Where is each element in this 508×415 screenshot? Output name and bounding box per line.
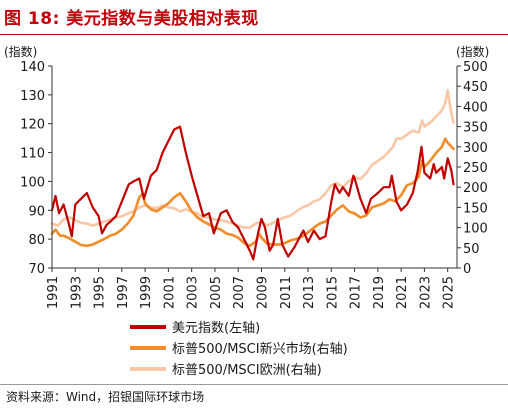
x-tick-label: 2017 — [349, 276, 364, 309]
x-tick-label: 1997 — [116, 276, 131, 309]
x-tick-label: 2007 — [232, 276, 247, 309]
legend: 美元指数(左轴) 标普500/MSCI新兴市场(右轴) 标普500/MSCI欧洲(右… — [130, 321, 348, 378]
series-line-1 — [50, 125, 455, 261]
left-tick-label: 110 — [20, 147, 45, 162]
right-tick-label: 350 — [463, 121, 488, 136]
x-tick-label: 2021 — [395, 276, 410, 309]
left-tick-label: 80 — [28, 233, 45, 248]
dual-axis-line-chart: (指数) (指数) 70 80 90 100 110 120 130 140 0 50 100 150… — [4, 44, 489, 378]
series-line-3 — [50, 88, 455, 229]
right-tick-label: 100 — [463, 222, 488, 237]
left-tick-label: 100 — [20, 175, 45, 190]
x-tick-label: 1999 — [139, 276, 154, 309]
right-tick-label: 250 — [463, 161, 488, 176]
x-tick-label: 2001 — [162, 276, 177, 309]
legend-label: 美元指数(左轴) — [172, 321, 260, 336]
left-tick-label: 140 — [20, 60, 45, 75]
source-note: 资料来源：Wind，招银国际环球市场 — [6, 390, 205, 404]
x-tick-label: 2003 — [186, 276, 201, 309]
right-tick-label: 300 — [463, 141, 488, 156]
axes: 70 80 90 100 110 120 130 140 0 50 100 150 200 250 300 3… — [20, 60, 488, 309]
x-tick-label: 2025 — [442, 276, 457, 309]
right-axis-label: (指数) — [456, 44, 489, 59]
right-tick-label: 500 — [463, 60, 488, 75]
right-tick-label: 0 — [463, 262, 471, 277]
left-tick-label: 120 — [20, 118, 45, 133]
x-tick-label: 2009 — [255, 276, 270, 309]
source-divider — [0, 384, 508, 385]
series-line-2 — [50, 137, 455, 248]
x-tick-label: 1993 — [69, 276, 84, 309]
left-tick-label: 90 — [28, 204, 45, 219]
left-tick-label: 70 — [28, 262, 45, 277]
legend-label: 标普500/MSCI新兴市场(右轴) — [172, 341, 348, 357]
x-tick-label: 2013 — [302, 276, 317, 309]
legend-label: 标普500/MSCI欧洲(右轴) — [172, 363, 322, 378]
figure-title: 图 18: 美元指数与美股相对表现 — [4, 9, 259, 29]
series-lines — [50, 88, 455, 261]
x-tick-label: 2015 — [325, 276, 340, 309]
x-tick-label: 1995 — [93, 276, 108, 309]
x-tick-label: 2023 — [418, 276, 433, 309]
right-tick-label: 150 — [463, 201, 488, 216]
right-tick-label: 450 — [463, 80, 488, 95]
x-tick-label: 1991 — [46, 276, 61, 309]
x-tick-label: 2005 — [209, 276, 224, 309]
left-tick-label: 130 — [20, 89, 45, 104]
x-tick-label: 2019 — [372, 276, 387, 309]
x-tick-label: 2011 — [279, 276, 294, 309]
left-axis-label: (指数) — [4, 44, 37, 59]
right-tick-label: 400 — [463, 100, 488, 115]
title-divider — [0, 34, 508, 35]
right-tick-label: 50 — [463, 242, 480, 257]
right-tick-label: 200 — [463, 181, 488, 196]
